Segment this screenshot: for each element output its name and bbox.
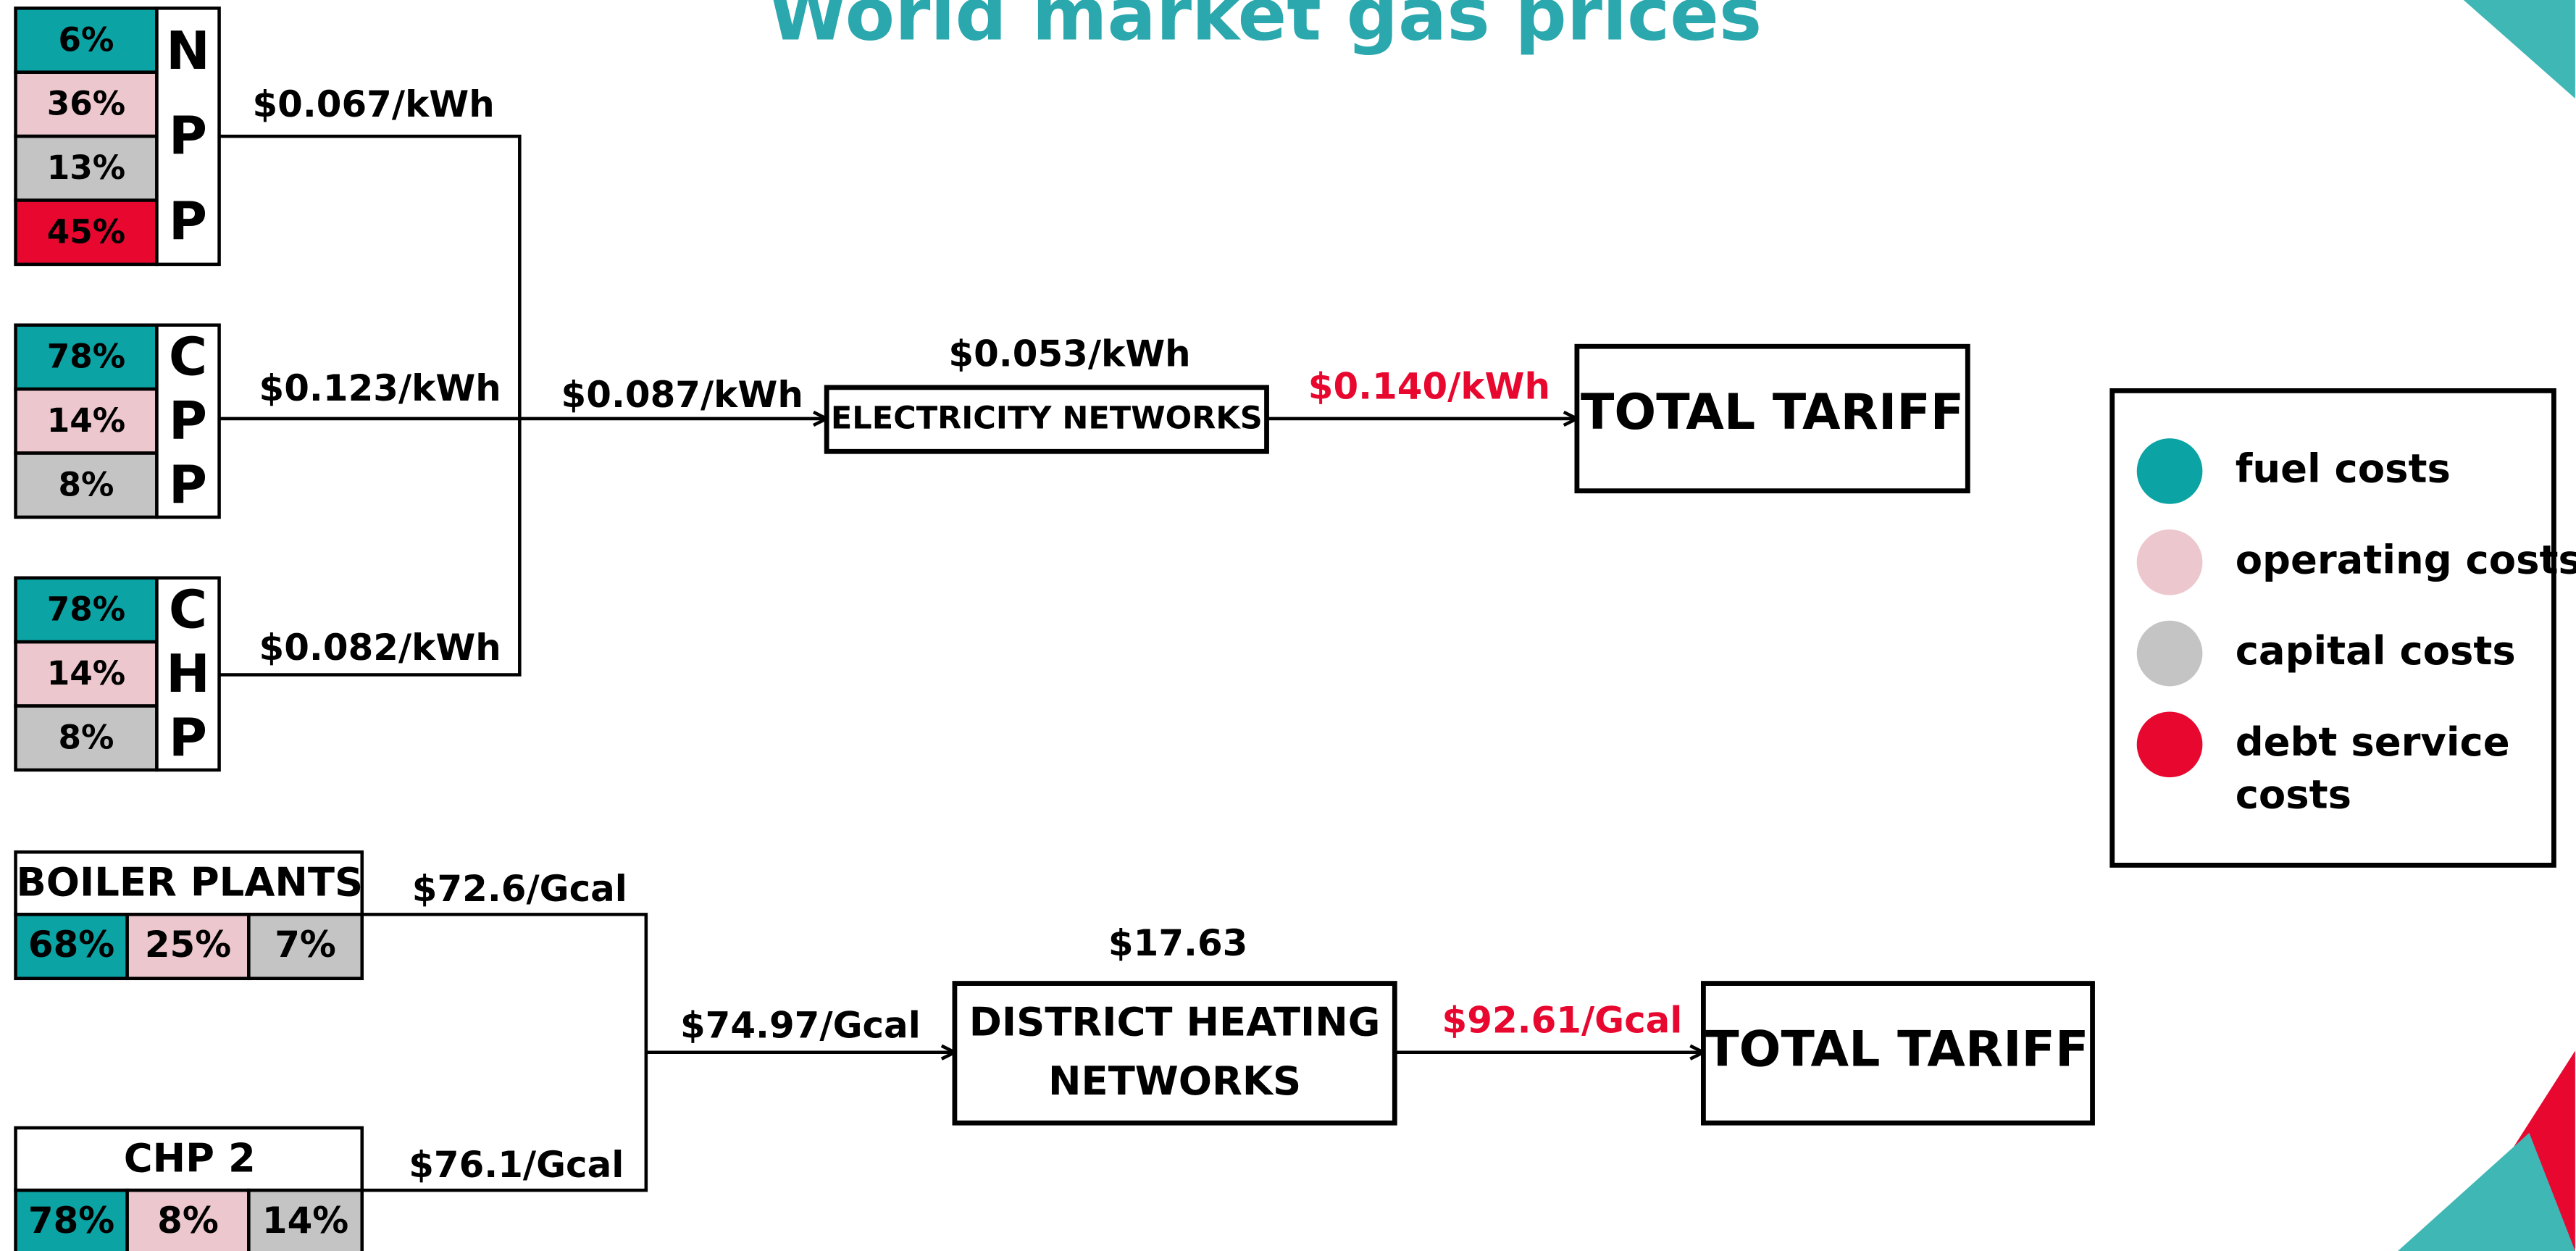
price-label: $74.97/Gcal	[680, 1004, 921, 1046]
network-label: ELECTRICITY NETWORKS	[831, 401, 1263, 437]
share-label: 78%	[47, 338, 125, 376]
total-box	[1574, 343, 1970, 494]
share-label: 68%	[28, 924, 114, 966]
share-label: 8%	[59, 465, 114, 503]
corner-decoration	[2463, 0, 2575, 99]
share-cell	[14, 7, 159, 74]
share-cell	[14, 387, 159, 455]
network-box	[824, 385, 1269, 454]
share-label: 78%	[28, 1200, 114, 1242]
share-label: 14%	[47, 401, 125, 440]
legend-swatch	[2136, 620, 2203, 687]
connector	[219, 134, 522, 677]
plant-label-box	[155, 323, 221, 519]
price-label: $0.067/kWh	[252, 83, 494, 125]
legend-label: costs	[2236, 771, 2351, 817]
share-label: 8%	[59, 719, 114, 757]
legend-label: capital costs	[2236, 628, 2516, 674]
legend-label: operating costs	[2236, 537, 2576, 582]
total-label: TOTAL TARIFF	[1705, 1021, 2088, 1078]
price-label: $0.082/kWh	[259, 627, 501, 669]
share-label: 45%	[47, 212, 125, 251]
price-label: $0.053/kWh	[948, 332, 1190, 375]
plant-label-box	[14, 850, 364, 916]
price-label: $72.6/Gcal	[412, 868, 627, 910]
network-label: NETWORKS	[1048, 1058, 1301, 1104]
total-box	[1701, 981, 2095, 1126]
share-label: 7%	[275, 924, 336, 966]
price-label: $76.1/Gcal	[409, 1144, 624, 1186]
price-label: $92.61/Gcal	[1442, 999, 1683, 1041]
plant-label-box	[155, 7, 221, 267]
plant-label: CHP 2	[124, 1135, 256, 1181]
share-label: 14%	[47, 654, 125, 693]
share-label: 6%	[59, 20, 114, 59]
price-label: $17.63	[1108, 922, 1247, 964]
share-label: 36%	[47, 85, 125, 123]
share-cell	[247, 913, 364, 981]
legend-swatch	[2136, 529, 2203, 595]
share-cell	[247, 1188, 364, 1251]
share-cell	[14, 704, 159, 772]
share-label: 14%	[262, 1200, 348, 1242]
legend-label: debt service	[2236, 719, 2510, 765]
price-label: $0.087/kWh	[561, 374, 803, 416]
share-label: 78%	[47, 590, 125, 629]
share-cell	[14, 134, 159, 202]
price-label: $0.123/kWh	[259, 367, 501, 409]
share-label: 25%	[145, 924, 231, 966]
legend-swatch	[2136, 438, 2203, 504]
title: World market gas prices	[768, 0, 1762, 57]
share-cell	[14, 576, 159, 644]
share-label: 13%	[47, 148, 125, 187]
share-cell	[125, 913, 251, 981]
network-label: DISTRICT HEATING	[969, 999, 1381, 1045]
price-label: $0.140/kWh	[1308, 366, 1550, 408]
share-label: 8%	[157, 1200, 219, 1242]
network-box	[952, 981, 1397, 1126]
legend-label: fuel costs	[2236, 446, 2451, 492]
total-label: TOTAL TARIFF	[1581, 384, 1964, 441]
plant-label: BOILER PLANTS	[16, 860, 363, 905]
plant-label-box	[155, 576, 221, 772]
corner-decoration	[2398, 1132, 2575, 1251]
share-cell	[14, 913, 129, 981]
legend-swatch	[2136, 711, 2203, 778]
